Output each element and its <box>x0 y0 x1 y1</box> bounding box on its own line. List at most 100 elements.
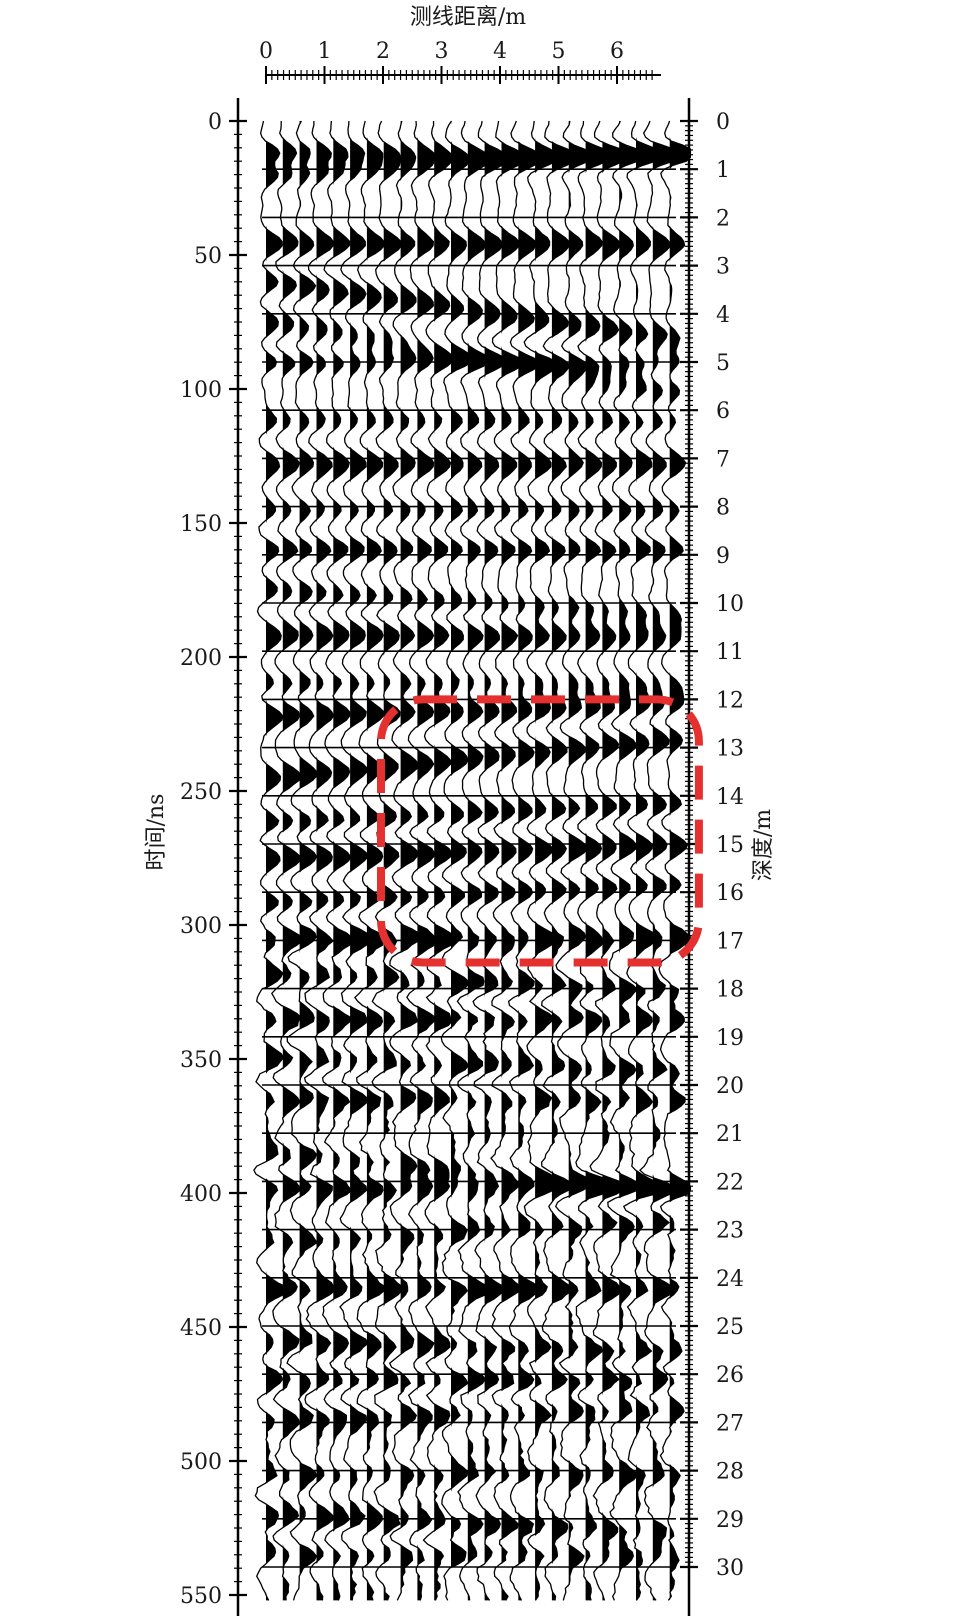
y-right-tick-label: 23 <box>716 1219 744 1244</box>
trace-line <box>422 120 456 1601</box>
anomaly-highlight-box <box>377 695 703 967</box>
trace-line <box>339 120 371 1601</box>
y-left-axis-ticks <box>229 119 247 1597</box>
y-left-axis-tick-labels: 0 50 100 150 200 250 300 350 400 450 500 550 <box>180 110 222 1609</box>
trace-fill <box>417 121 438 1601</box>
trace-fill <box>299 121 317 1601</box>
y-left-tick-label: 350 <box>180 1048 222 1073</box>
trace-line <box>456 120 490 1601</box>
trace-fill <box>535 121 556 1601</box>
trace-line <box>472 120 507 1601</box>
y-right-tick-label: 19 <box>716 1026 744 1051</box>
y-right-tick-label: 3 <box>716 255 730 280</box>
y-right-tick-label: 6 <box>716 399 730 424</box>
trace-line <box>639 120 675 1601</box>
y-right-tick-label: 10 <box>716 592 744 617</box>
trace-line <box>286 120 318 1601</box>
y-right-tick-label: 11 <box>716 640 744 665</box>
trace-fill <box>619 121 640 1601</box>
trace-fill <box>316 121 335 1601</box>
trace-fill <box>366 121 385 1601</box>
trace-line <box>253 120 288 1601</box>
y-right-tick-label: 21 <box>716 1122 744 1147</box>
trace-fill <box>518 121 540 1601</box>
y-right-tick-label: 14 <box>716 785 744 810</box>
trace-line <box>371 120 404 1601</box>
trace-line <box>388 120 420 1601</box>
depth-gridlines <box>262 168 676 1568</box>
y-right-tick-label: 30 <box>716 1556 744 1581</box>
x-tick-label: 6 <box>610 39 624 64</box>
x-axis-tick-labels: 0 1 2 3 4 5 6 <box>259 39 624 64</box>
x-tick-label: 0 <box>259 39 273 64</box>
y-right-tick-label: 17 <box>716 929 744 954</box>
y-right-tick-label: 24 <box>716 1267 744 1292</box>
y-right-tick-label: 2 <box>716 206 730 231</box>
trace-fill <box>400 121 419 1601</box>
y-right-axis-tick-labels: 0123456789101112131415161718192021222324… <box>716 110 744 1581</box>
x-tick-label: 3 <box>435 39 449 64</box>
y-right-tick-label: 0 <box>716 110 730 135</box>
y-left-tick-label: 50 <box>194 244 222 269</box>
x-axis: 0 1 2 3 4 5 6 <box>259 39 661 84</box>
y-left-tick-label: 100 <box>180 378 222 403</box>
x-tick-label: 1 <box>318 39 332 64</box>
trace-fill <box>282 121 303 1601</box>
y-right-tick-label: 20 <box>716 1074 744 1099</box>
y-right-axis-title: 深度/m <box>751 809 776 881</box>
y-right-tick-label: 22 <box>716 1170 744 1195</box>
trace-fill <box>652 121 674 1601</box>
y-left-tick-label: 0 <box>208 110 222 135</box>
y-left-tick-label: 200 <box>180 646 222 671</box>
y-right-tick-label: 29 <box>716 1508 744 1533</box>
trace-line <box>658 120 692 1601</box>
y-right-tick-label: 27 <box>716 1411 744 1436</box>
trace-line <box>406 120 439 1601</box>
x-tick-label: 5 <box>552 39 566 64</box>
x-tick-label: 2 <box>376 39 390 64</box>
y-left-tick-label: 450 <box>180 1316 222 1341</box>
trace-line <box>589 120 624 1601</box>
radargram-traces <box>253 120 692 1601</box>
x-tick-label: 4 <box>493 39 507 64</box>
trace-line <box>575 120 607 1601</box>
y-right-tick-label: 4 <box>716 303 730 328</box>
y-left-axis-title: 时间/ns <box>144 794 169 871</box>
trace-fill <box>501 121 523 1601</box>
y-right-axis: 0123456789101112131415161718192021222324… <box>680 98 744 1616</box>
trace-fill <box>266 121 287 1601</box>
trace-fill <box>484 121 506 1601</box>
y-left-tick-label: 150 <box>180 512 222 537</box>
y-left-axis: 0 50 100 150 200 250 300 350 400 450 500 550 <box>180 98 247 1616</box>
y-left-tick-label: 300 <box>180 914 222 939</box>
y-right-tick-label: 1 <box>716 158 730 183</box>
y-left-tick-label: 550 <box>180 1584 222 1609</box>
y-left-tick-label: 250 <box>180 780 222 805</box>
x-axis-ticks <box>265 66 653 84</box>
trace-fill <box>551 121 573 1601</box>
x-axis-title: 测线距离/m <box>410 5 526 30</box>
y-right-tick-label: 9 <box>716 544 730 569</box>
y-right-tick-label: 25 <box>716 1315 744 1340</box>
trace-fill <box>350 121 370 1601</box>
y-right-tick-label: 7 <box>716 447 730 472</box>
trace-fill <box>383 121 403 1601</box>
y-right-tick-label: 15 <box>716 833 744 858</box>
y-right-tick-label: 16 <box>716 881 744 906</box>
trace-line <box>607 120 641 1601</box>
y-right-tick-label: 8 <box>716 496 730 521</box>
trace-line <box>622 120 658 1601</box>
trace-fill <box>568 121 590 1601</box>
trace-line <box>354 120 386 1601</box>
y-right-tick-label: 26 <box>716 1363 744 1388</box>
y-right-tick-label: 13 <box>716 737 744 762</box>
trace-fill <box>467 121 489 1601</box>
trace-line <box>321 120 353 1601</box>
trace-line <box>440 120 473 1601</box>
y-left-tick-label: 500 <box>180 1450 222 1475</box>
y-right-tick-label: 18 <box>716 978 744 1003</box>
trace-line <box>303 121 336 1601</box>
trace-fill <box>602 121 624 1601</box>
y-right-tick-label: 28 <box>716 1460 744 1485</box>
